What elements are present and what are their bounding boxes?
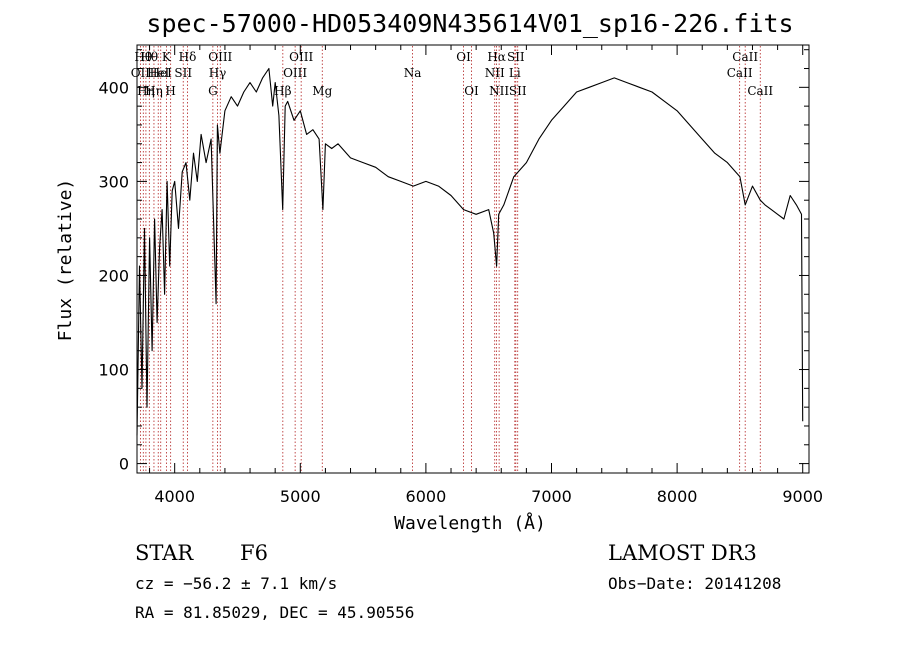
spectrum-line: [136, 67, 804, 436]
x-tick-label: 9000: [782, 487, 823, 506]
line-label: Hα: [487, 50, 506, 64]
line-label: NII: [489, 84, 509, 98]
line-label: OIII: [208, 50, 232, 64]
y-tick-label: 400: [98, 78, 129, 97]
line-label: Hθ: [140, 50, 158, 64]
x-tick-label: 8000: [657, 487, 698, 506]
plot-frame: [136, 44, 810, 474]
line-label: SII: [507, 50, 525, 64]
line-label: OI: [464, 84, 479, 98]
line-label: G: [208, 84, 218, 98]
line-labels: OIIHθHηHθHηHeIHeIKHSIIHδGHγOIIIHβOIIIOII…: [131, 50, 774, 98]
line-label: Hγ: [209, 66, 227, 80]
sky-coordinates: RA = 81.85029, DEC = 45.90556: [135, 603, 414, 622]
x-axis-ticks: 4000 5000 6000 7000 8000 9000: [149, 45, 823, 506]
line-label: H: [165, 84, 175, 98]
line-markers: [139, 46, 761, 472]
observation-date: Obs−Date: 20141208: [608, 574, 781, 593]
line-label: Hθ: [134, 50, 152, 64]
x-tick-label: 6000: [406, 487, 447, 506]
line-label: HeI: [147, 66, 170, 80]
line-label: K: [162, 50, 172, 64]
object-class: STAR: [135, 541, 194, 565]
line-label: SII: [509, 84, 527, 98]
chart-title: spec-57000-HD053409N435614V01_sp16-226.f…: [146, 9, 793, 38]
x-tick-label: 7000: [531, 487, 572, 506]
line-label: Na: [404, 66, 422, 80]
y-tick-label: 300: [98, 172, 129, 191]
y-tick-label: 100: [98, 361, 129, 380]
line-label: OIII: [289, 50, 313, 64]
survey-name: LAMOST DR3: [608, 541, 757, 565]
line-label: NII: [485, 66, 505, 80]
line-label: OIII: [283, 66, 307, 80]
line-label: CaII: [747, 84, 773, 98]
y-tick-label: 0: [119, 455, 129, 474]
line-label: OII: [131, 66, 151, 80]
line-label: Hβ: [274, 84, 291, 98]
y-axis-ticks: 0 100 200 300 400: [98, 49, 809, 474]
line-label: Li: [509, 66, 521, 80]
x-axis-label: Wavelength (Å): [394, 512, 546, 534]
line-label: SII: [174, 66, 192, 80]
line-label: HeI: [150, 66, 173, 80]
line-label: Hδ: [179, 50, 197, 64]
line-label: Mg: [312, 84, 332, 98]
x-tick-label: 4000: [154, 487, 195, 506]
line-label: CaII: [732, 50, 758, 64]
y-axis-label: Flux (relative): [55, 179, 76, 342]
line-label: Hη: [145, 84, 163, 98]
line-label: OI: [456, 50, 471, 64]
y-tick-label: 200: [98, 266, 129, 285]
line-label: CaII: [727, 66, 753, 80]
x-tick-label: 5000: [280, 487, 321, 506]
object-subclass: F6: [240, 541, 268, 565]
redshift-velocity: cz = −56.2 ± 7.1 km/s: [135, 574, 337, 593]
